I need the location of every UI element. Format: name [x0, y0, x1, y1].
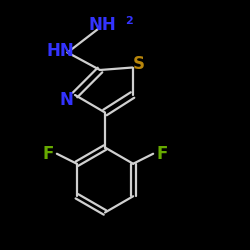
Text: F: F: [156, 145, 168, 163]
Text: HN: HN: [46, 42, 74, 60]
Text: N: N: [59, 91, 73, 109]
Text: F: F: [42, 145, 54, 163]
Text: NH: NH: [88, 16, 117, 34]
Text: S: S: [133, 55, 145, 73]
Text: 2: 2: [125, 16, 132, 26]
